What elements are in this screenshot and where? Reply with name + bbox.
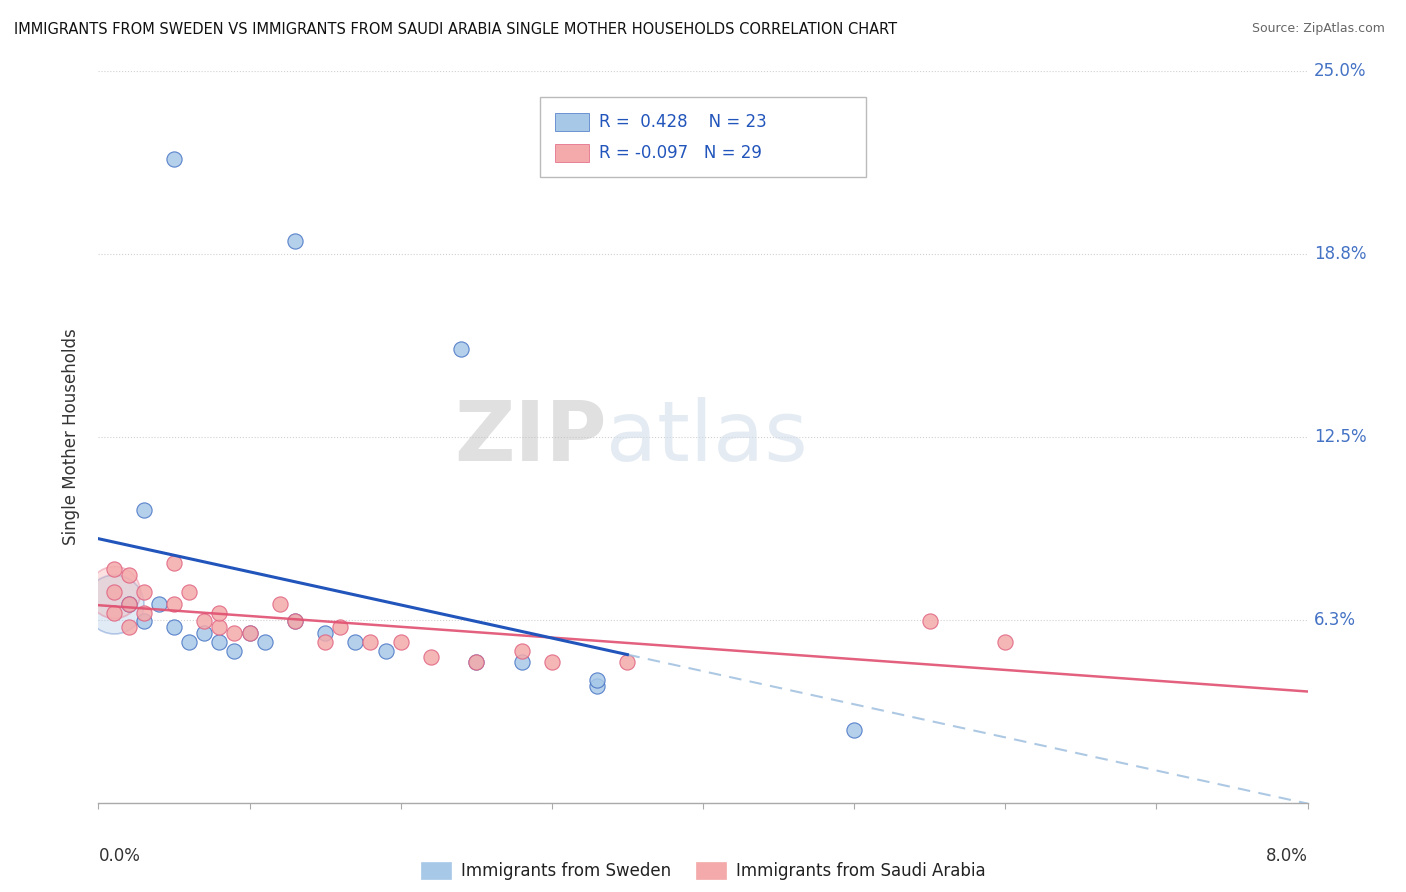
Point: [163, 597, 186, 611]
Text: 12.5%: 12.5%: [1313, 428, 1367, 446]
FancyBboxPatch shape: [555, 113, 589, 131]
Point: [118, 597, 141, 611]
Point: [994, 635, 1017, 649]
Point: [103, 562, 125, 576]
Point: [284, 615, 307, 629]
Point: [208, 606, 231, 620]
Point: [103, 606, 125, 620]
FancyBboxPatch shape: [555, 144, 589, 162]
Point: [510, 643, 533, 657]
Point: [616, 656, 638, 670]
Point: [420, 649, 443, 664]
Point: [586, 679, 609, 693]
Text: 6.3%: 6.3%: [1313, 611, 1355, 629]
Point: [148, 597, 170, 611]
Point: [118, 620, 141, 634]
Point: [163, 556, 186, 570]
Text: R =  0.428    N = 23: R = 0.428 N = 23: [599, 112, 766, 131]
Point: [540, 656, 562, 670]
Point: [253, 635, 276, 649]
Point: [314, 626, 336, 640]
Y-axis label: Single Mother Households: Single Mother Households: [62, 329, 80, 545]
Point: [132, 615, 155, 629]
Text: 8.0%: 8.0%: [1265, 847, 1308, 864]
Point: [284, 234, 307, 248]
Point: [586, 673, 609, 687]
Point: [510, 656, 533, 670]
Point: [163, 620, 186, 634]
Point: [239, 626, 262, 640]
Point: [132, 503, 155, 517]
Legend: Immigrants from Sweden, Immigrants from Saudi Arabia: Immigrants from Sweden, Immigrants from …: [413, 855, 993, 887]
Point: [179, 585, 201, 599]
Point: [208, 620, 231, 634]
Point: [465, 656, 488, 670]
Point: [208, 635, 231, 649]
Point: [360, 635, 382, 649]
Point: [374, 643, 396, 657]
Point: [179, 635, 201, 649]
Point: [103, 597, 125, 611]
Text: ZIP: ZIP: [454, 397, 606, 477]
Point: [224, 643, 246, 657]
Point: [239, 626, 262, 640]
Point: [118, 567, 141, 582]
Point: [103, 585, 125, 599]
Point: [193, 626, 215, 640]
Text: 0.0%: 0.0%: [98, 847, 141, 864]
Text: Source: ZipAtlas.com: Source: ZipAtlas.com: [1251, 22, 1385, 36]
Text: 25.0%: 25.0%: [1313, 62, 1367, 80]
Point: [450, 343, 472, 357]
Point: [132, 585, 155, 599]
Point: [224, 626, 246, 640]
Point: [269, 597, 291, 611]
Text: 18.8%: 18.8%: [1313, 245, 1367, 263]
Point: [118, 597, 141, 611]
Text: atlas: atlas: [606, 397, 808, 477]
Point: [193, 615, 215, 629]
Point: [344, 635, 367, 649]
Text: IMMIGRANTS FROM SWEDEN VS IMMIGRANTS FROM SAUDI ARABIA SINGLE MOTHER HOUSEHOLDS : IMMIGRANTS FROM SWEDEN VS IMMIGRANTS FRO…: [14, 22, 897, 37]
Text: R = -0.097   N = 29: R = -0.097 N = 29: [599, 144, 762, 161]
FancyBboxPatch shape: [540, 97, 866, 178]
Point: [465, 656, 488, 670]
Point: [844, 723, 866, 737]
Point: [329, 620, 352, 634]
Point: [132, 606, 155, 620]
Point: [314, 635, 336, 649]
Point: [389, 635, 412, 649]
Point: [284, 615, 307, 629]
Point: [918, 615, 941, 629]
Point: [103, 585, 125, 599]
Point: [163, 152, 186, 166]
